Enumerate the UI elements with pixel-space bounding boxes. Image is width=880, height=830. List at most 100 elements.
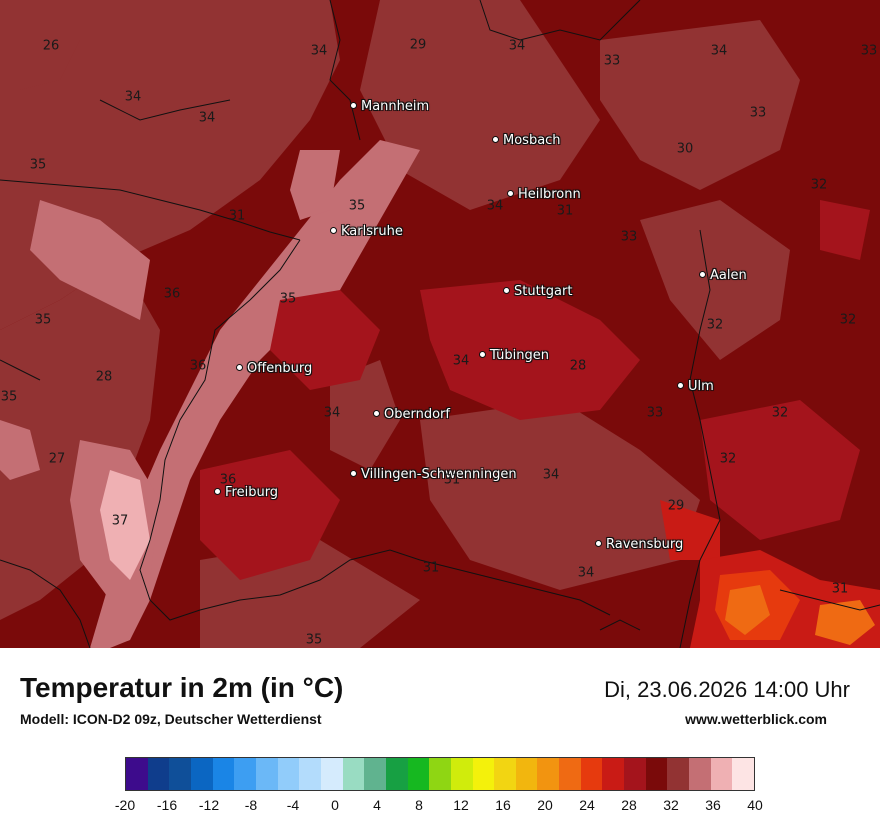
map-value: 34 bbox=[323, 405, 341, 421]
city-label: Aalen bbox=[710, 268, 747, 283]
city-label: Mannheim bbox=[361, 99, 430, 114]
temperature-field bbox=[0, 0, 880, 648]
colorbar-tick-label: 28 bbox=[621, 797, 637, 813]
colorbar-swatch bbox=[169, 758, 191, 790]
map-value: 32 bbox=[719, 451, 737, 467]
map-value: 31 bbox=[228, 208, 246, 224]
map-value: 35 bbox=[348, 198, 366, 214]
map-value: 28 bbox=[569, 358, 587, 374]
colorbar-swatch bbox=[407, 758, 430, 790]
colorbar-swatch bbox=[645, 758, 668, 790]
city-dot-icon bbox=[330, 227, 337, 234]
colorbar-swatch bbox=[364, 758, 386, 790]
colorbar-tick-label: 16 bbox=[495, 797, 511, 813]
colorbar-swatch bbox=[234, 758, 256, 790]
city-dot-icon bbox=[236, 364, 243, 371]
map-value: 36 bbox=[219, 472, 237, 488]
city-dot-icon bbox=[350, 470, 357, 477]
city-marker-ravensburg: Ravensburg bbox=[595, 537, 683, 552]
city-marker-mannheim: Mannheim bbox=[350, 99, 429, 114]
city-label: Heilbronn bbox=[518, 187, 581, 202]
colorbar-swatch bbox=[602, 758, 625, 790]
colorbar-swatch bbox=[385, 758, 408, 790]
colorbar-tick-label: 8 bbox=[415, 797, 423, 813]
map-value: 35 bbox=[34, 312, 52, 328]
map-value: 31 bbox=[443, 472, 461, 488]
map-value: 34 bbox=[710, 43, 728, 59]
map-value: 26 bbox=[42, 38, 60, 54]
city-label: Karlsruhe bbox=[341, 224, 403, 239]
map-value: 28 bbox=[95, 369, 113, 385]
website-link[interactable]: www.wetterblick.com bbox=[685, 711, 827, 727]
city-marker-tuebingen: Tübingen bbox=[479, 348, 549, 363]
colorbar-swatch bbox=[212, 758, 235, 790]
map-value: 32 bbox=[810, 177, 828, 193]
map-value: 33 bbox=[620, 229, 638, 245]
colorbar-swatch bbox=[732, 758, 755, 790]
temperature-colorbar bbox=[125, 757, 755, 791]
city-marker-aalen: Aalen bbox=[699, 268, 747, 283]
city-label: Ulm bbox=[688, 379, 714, 394]
map-value: 29 bbox=[667, 498, 685, 514]
map-value: 37 bbox=[111, 513, 129, 529]
city-dot-icon bbox=[350, 102, 357, 109]
colorbar-tick-label: -16 bbox=[156, 797, 178, 813]
colorbar-swatch bbox=[537, 758, 560, 790]
city-dot-icon bbox=[492, 136, 499, 143]
colorbar-tick-label: 24 bbox=[579, 797, 595, 813]
city-marker-karlsruhe: Karlsruhe bbox=[330, 224, 403, 239]
colorbar-tick-label: 36 bbox=[705, 797, 721, 813]
map-value: 34 bbox=[508, 38, 526, 54]
city-label: Ravensburg bbox=[606, 537, 684, 552]
colorbar-tick-label: 40 bbox=[747, 797, 763, 813]
colorbar-swatch bbox=[190, 758, 213, 790]
map-value: 34 bbox=[198, 110, 216, 126]
colorbar-tick-label: -4 bbox=[286, 797, 300, 813]
colorbar-tick-label: -12 bbox=[198, 797, 220, 813]
colorbar-tick-label: 32 bbox=[663, 797, 679, 813]
map-value: 33 bbox=[603, 53, 621, 69]
city-label: Offenburg bbox=[247, 361, 313, 376]
city-dot-icon bbox=[479, 351, 486, 358]
city-label: Stuttgart bbox=[514, 284, 573, 299]
map-title: Temperatur in 2m (in °C) bbox=[20, 672, 344, 703]
colorbar-swatch bbox=[147, 758, 170, 790]
map-value: 35 bbox=[0, 389, 18, 405]
colorbar-swatch bbox=[342, 758, 365, 790]
city-dot-icon bbox=[677, 382, 684, 389]
map-value: 33 bbox=[749, 105, 767, 121]
map-value: 32 bbox=[839, 312, 857, 328]
city-marker-oberndorf: Oberndorf bbox=[373, 407, 450, 422]
colorbar-swatch bbox=[689, 758, 711, 790]
city-marker-offenburg: Offenburg bbox=[236, 361, 312, 376]
map-value: 34 bbox=[310, 43, 328, 59]
colorbar-swatch bbox=[429, 758, 451, 790]
map-value: 35 bbox=[29, 157, 47, 173]
city-marker-stuttgart: Stuttgart bbox=[503, 284, 572, 299]
map-value: 32 bbox=[706, 317, 724, 333]
map-value: 33 bbox=[646, 405, 664, 421]
city-dot-icon bbox=[595, 540, 602, 547]
city-marker-villingen-schwenningen: Villingen-Schwenningen bbox=[350, 467, 517, 482]
map-value: 32 bbox=[771, 405, 789, 421]
map-value: 33 bbox=[860, 43, 878, 59]
colorbar-swatch bbox=[559, 758, 581, 790]
city-marker-mosbach: Mosbach bbox=[492, 133, 561, 148]
city-dot-icon bbox=[373, 410, 380, 417]
colorbar-tick-label: 12 bbox=[453, 797, 469, 813]
colorbar-swatch bbox=[667, 758, 690, 790]
colorbar-swatch bbox=[320, 758, 343, 790]
city-label: Mosbach bbox=[503, 133, 561, 148]
temperature-map: Mannheim Mosbach Heilbronn Karlsruhe Aal… bbox=[0, 0, 880, 648]
city-label: Oberndorf bbox=[384, 407, 450, 422]
colorbar-tick-label: 4 bbox=[373, 797, 381, 813]
city-dot-icon bbox=[507, 190, 514, 197]
map-value: 29 bbox=[409, 37, 427, 53]
colorbar-tick-label: -20 bbox=[114, 797, 136, 813]
colorbar-swatch bbox=[494, 758, 516, 790]
map-value: 34 bbox=[486, 198, 504, 214]
colorbar-swatch bbox=[624, 758, 646, 790]
city-marker-freiburg: Freiburg bbox=[214, 485, 278, 500]
map-value: 34 bbox=[577, 565, 595, 581]
map-value: 31 bbox=[422, 560, 440, 576]
